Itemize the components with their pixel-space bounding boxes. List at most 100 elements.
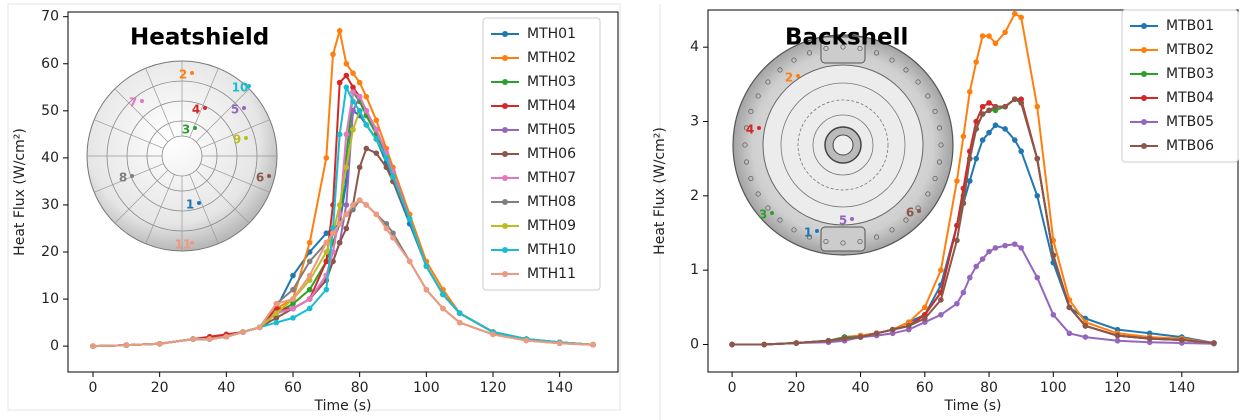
data-point: [1114, 337, 1121, 344]
data-point: [889, 326, 896, 333]
data-point: [1002, 242, 1008, 249]
data-point: [290, 286, 296, 293]
annotation-dot: [203, 106, 207, 110]
data-point: [1066, 304, 1073, 311]
legend-label: MTH10: [527, 242, 576, 258]
data-point: [350, 108, 356, 114]
annotation-dot: [193, 126, 197, 130]
backshell-bolt: [932, 108, 938, 115]
data-point: [383, 155, 390, 161]
data-point: [1082, 334, 1089, 340]
data-point: [343, 164, 350, 171]
data-point: [383, 164, 390, 171]
legend-marker: [1141, 23, 1147, 29]
data-point: [1178, 337, 1185, 343]
data-point: [406, 258, 413, 265]
data-point: [523, 337, 530, 344]
annotation-dot: [917, 209, 921, 213]
y-tick-label: 60: [41, 56, 59, 72]
data-point: [373, 150, 380, 156]
legend-marker: [502, 31, 508, 37]
backshell-bolt: [840, 44, 846, 50]
data-point: [986, 100, 992, 106]
data-point: [330, 249, 336, 255]
annotation: 7: [129, 96, 137, 110]
backshell-bolt: [777, 217, 783, 223]
data-point: [922, 315, 928, 322]
backshell-bolt: [873, 234, 880, 240]
data-point: [343, 72, 350, 79]
data-point: [973, 118, 980, 125]
annotation: 3: [759, 208, 767, 222]
data-point: [343, 60, 350, 67]
data-point: [323, 258, 330, 265]
backshell-bolt: [743, 125, 750, 131]
data-point: [973, 59, 980, 65]
y-tick-label: 50: [41, 103, 59, 119]
data-point: [323, 239, 330, 246]
heatshield-seam: [189, 174, 219, 244]
annotation-dot: [247, 84, 251, 88]
legend-marker: [502, 55, 508, 61]
heatshield-seam: [200, 163, 270, 193]
legend-label: MTB04: [1166, 90, 1214, 106]
backshell-bolt: [755, 191, 761, 197]
annotation-dot: [130, 174, 134, 178]
annotation: 2: [785, 71, 793, 85]
x-tick-label: 140: [546, 380, 573, 396]
data-point: [938, 267, 944, 273]
data-point: [973, 263, 980, 270]
data-point: [373, 117, 380, 124]
legend-label: MTH06: [527, 146, 576, 162]
legend-marker: [1141, 71, 1147, 77]
data-point: [761, 341, 768, 348]
data-point: [273, 315, 280, 321]
heatshield-seam: [200, 119, 270, 149]
annotation-dot: [850, 217, 854, 221]
data-point: [1018, 100, 1024, 106]
backshell-bolt: [925, 93, 931, 99]
data-point: [1082, 323, 1089, 329]
x-tick-label: 80: [980, 380, 998, 396]
x-tick-label: 20: [787, 380, 805, 396]
backshell-bolt: [936, 159, 943, 165]
backshell-ring: [797, 99, 889, 191]
backshell-bolt: [748, 175, 754, 182]
y-tick-label: 40: [41, 150, 59, 166]
backshell-bolt: [873, 50, 880, 56]
data-point: [1011, 10, 1018, 17]
legend-label: MTB01: [1166, 18, 1214, 34]
data-point: [979, 137, 986, 143]
legend-marker: [502, 127, 508, 133]
y-axis-label: Heat Flux (W/cm²): [652, 127, 668, 255]
backshell-bolt: [755, 93, 761, 99]
data-point: [323, 249, 330, 255]
annotation: 1: [804, 226, 812, 240]
legend-marker: [1141, 143, 1147, 149]
data-point: [979, 103, 986, 110]
backshell-bolt: [938, 142, 944, 148]
legend-marker: [1141, 95, 1147, 101]
legend-label: MTB03: [1166, 66, 1214, 82]
legend-marker: [502, 79, 508, 85]
x-tick-label: 40: [852, 380, 870, 396]
y-tick-label: 1: [690, 262, 699, 278]
annotation-dot: [757, 126, 761, 130]
data-point: [1002, 103, 1008, 110]
x-tick-label: 100: [1040, 380, 1067, 396]
backshell-bolt: [932, 175, 938, 182]
legend-label: MTH08: [527, 194, 576, 210]
data-point: [1018, 148, 1024, 155]
annotation-dot: [140, 99, 144, 103]
data-point: [966, 274, 973, 281]
backshell-bolt: [823, 238, 829, 245]
x-tick-label: 0: [728, 380, 737, 396]
data-point: [986, 248, 992, 255]
data-point: [363, 202, 370, 208]
legend-label: MTH07: [527, 170, 576, 186]
data-point: [356, 164, 363, 171]
backshell-bolt: [936, 125, 943, 131]
data-point: [390, 173, 396, 180]
data-point: [1034, 274, 1041, 281]
y-tick-label: 30: [41, 197, 59, 213]
